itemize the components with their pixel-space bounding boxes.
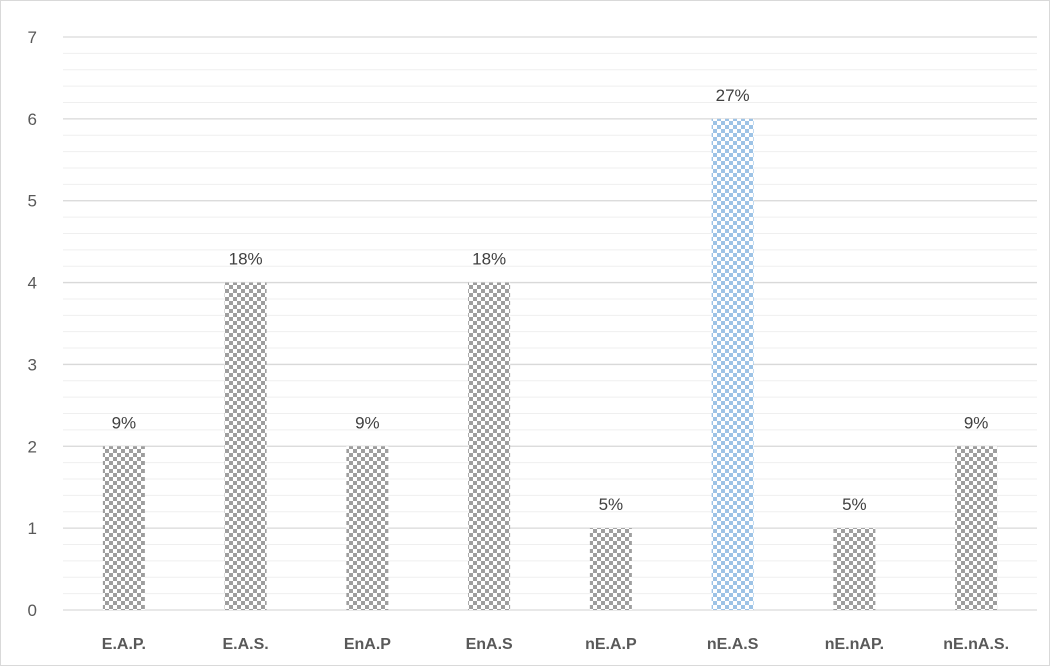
x-tick-label: EnA.S: [466, 636, 513, 653]
y-tick-label: 1: [28, 519, 37, 538]
y-tick-label: 7: [28, 28, 37, 47]
x-tick-label: nE.nAP.: [825, 636, 884, 653]
x-tick-label: nE.A.P: [585, 636, 637, 653]
y-tick-label: 3: [28, 355, 37, 374]
y-tick-label: 5: [28, 192, 37, 211]
bar-nE.A.P: [589, 528, 632, 610]
bar-EnA.S: [468, 282, 511, 610]
x-axis: E.A.P. E.A.S. EnA.P EnA.S nE.A.P nE.A.S nE.nAP…: [102, 636, 1009, 653]
bars: [102, 118, 998, 610]
data-label: 9%: [112, 413, 137, 432]
x-tick-label: E.A.S.: [223, 636, 269, 653]
y-axis: 0 1 2 3 4 5 6 7: [28, 28, 37, 620]
bar-nE.nAP.: [833, 528, 876, 610]
data-labels: 9% 18% 9% 18% 5% 27% 5% 9%: [112, 86, 989, 514]
x-tick-label: E.A.P.: [102, 636, 146, 653]
y-tick-label: 4: [28, 274, 37, 293]
data-label: 9%: [964, 413, 989, 432]
data-label: 9%: [355, 413, 380, 432]
bar-EnA.P: [346, 446, 389, 610]
y-tick-label: 2: [28, 437, 37, 456]
data-label: 5%: [599, 495, 624, 514]
x-tick-label: nE.A.S: [707, 636, 759, 653]
bar-E.A.S.: [224, 282, 267, 610]
data-label: 18%: [472, 250, 506, 269]
gridlines: [63, 36, 1037, 611]
data-label: 18%: [229, 250, 263, 269]
data-label: 5%: [842, 495, 867, 514]
bar-nE.nA.S.: [955, 446, 998, 610]
bar-nE.A.S: [711, 118, 754, 610]
x-tick-label: EnA.P: [344, 636, 391, 653]
data-label: 27%: [716, 86, 750, 105]
x-tick-label: nE.nA.S.: [943, 636, 1009, 653]
bar-E.A.P.: [102, 446, 145, 610]
y-tick-label: 6: [28, 110, 37, 129]
y-tick-label: 0: [28, 601, 37, 620]
